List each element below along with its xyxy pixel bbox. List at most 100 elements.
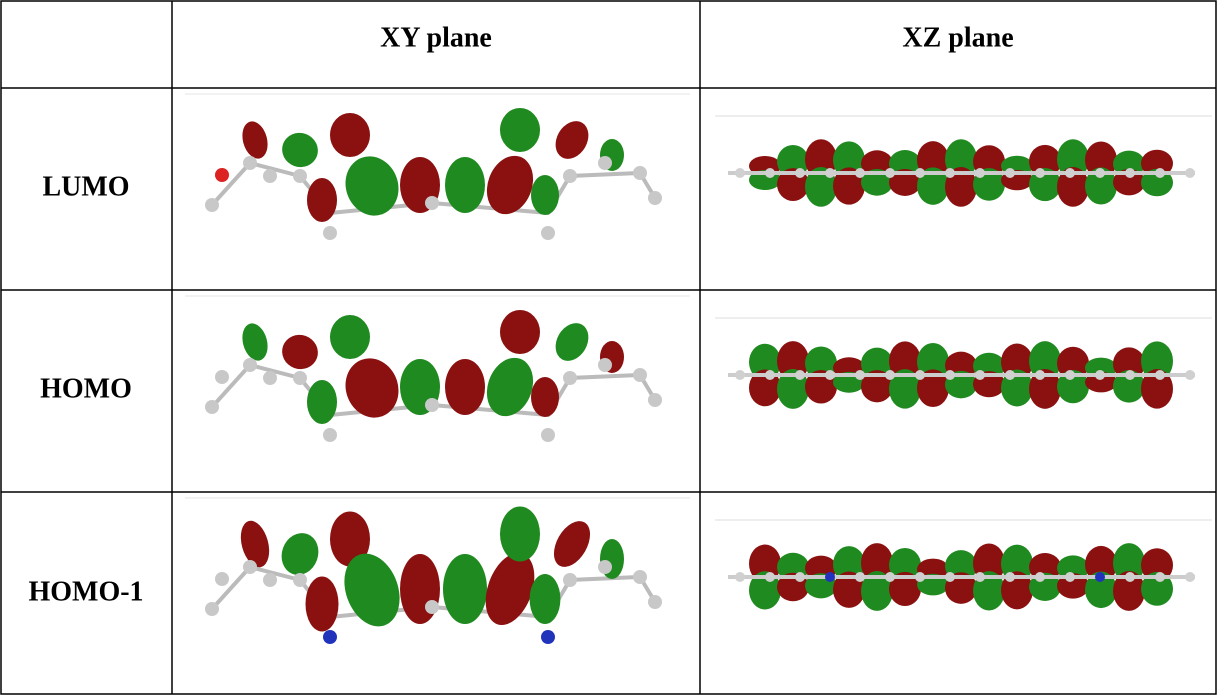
orbital-lobe — [242, 323, 268, 361]
atom — [1125, 168, 1135, 178]
orbital-lobe — [555, 121, 589, 159]
atom — [323, 428, 337, 442]
orbital-lobe — [1057, 167, 1089, 207]
orbital-lobe — [500, 108, 540, 152]
orbital-lobe — [1113, 169, 1145, 196]
orbital-lobe — [330, 113, 370, 157]
atom — [735, 370, 745, 380]
orbital-lobe — [1057, 573, 1089, 599]
atom — [1185, 572, 1195, 582]
orbital-lobe — [1113, 150, 1145, 177]
atom — [885, 572, 895, 582]
orbital-lobe — [344, 553, 400, 627]
orbital-images — [185, 93, 1212, 644]
orbital-lobe — [1113, 543, 1145, 583]
atom — [1125, 572, 1135, 582]
orbital-lobe — [861, 543, 893, 583]
atom — [945, 168, 955, 178]
orbital-lobe — [861, 168, 893, 196]
atom — [1155, 370, 1165, 380]
column-header: XZ plane — [902, 22, 1013, 53]
atom — [1065, 572, 1075, 582]
orbital-lobe — [1057, 139, 1089, 179]
orbital-lobe — [345, 156, 399, 216]
atom — [263, 371, 277, 385]
atom — [735, 572, 745, 582]
atom — [855, 168, 865, 178]
orbital-lobe — [500, 310, 540, 354]
atom — [915, 370, 925, 380]
atom — [795, 370, 805, 380]
atom — [975, 168, 985, 178]
atom — [855, 370, 865, 380]
atom — [425, 398, 439, 412]
orbital-lobe — [861, 347, 893, 380]
atom — [205, 198, 219, 212]
orbital-lobe — [1085, 141, 1117, 179]
atom — [795, 572, 805, 582]
orbital-lobe — [861, 150, 893, 178]
orbital-lobe — [889, 341, 921, 381]
atom — [1155, 572, 1165, 582]
atom — [1185, 370, 1195, 380]
orbital-lobe — [889, 369, 921, 409]
atom — [1185, 168, 1195, 178]
orbital-lobe — [1113, 571, 1145, 611]
orbital-lobe — [1057, 346, 1089, 380]
atom — [648, 595, 662, 609]
atom — [975, 572, 985, 582]
orbital-lobe — [485, 552, 535, 626]
orbital-lobe — [1141, 548, 1173, 583]
orbital-lobe — [861, 571, 893, 611]
orbital-lobe — [917, 558, 949, 581]
atom — [1095, 168, 1105, 178]
atom — [633, 570, 647, 584]
orbital-lobe — [445, 359, 485, 415]
orbital-lobe — [531, 377, 559, 417]
atom — [648, 393, 662, 407]
atom — [885, 168, 895, 178]
orbital-lobe — [281, 533, 319, 575]
atom — [1095, 370, 1105, 380]
orbital-lobe — [1057, 370, 1089, 404]
column-header: XY plane — [380, 22, 492, 53]
orbital-lobe — [1085, 167, 1117, 205]
orbital-lobe — [917, 167, 949, 205]
orbital-lobe — [1141, 369, 1173, 409]
atom — [323, 226, 337, 240]
orbital-lobe — [1057, 555, 1089, 581]
orbital-lobe — [529, 574, 561, 624]
atom — [563, 573, 577, 587]
orbital-lobe — [889, 548, 921, 583]
orbital-lobe — [445, 157, 485, 213]
orbital-lobe — [330, 511, 370, 567]
atom — [205, 602, 219, 616]
orbital-lobe — [1113, 347, 1145, 380]
atom — [945, 370, 955, 380]
atom — [541, 226, 555, 240]
atom — [825, 168, 835, 178]
atom — [215, 572, 229, 586]
atom — [915, 168, 925, 178]
atom — [425, 600, 439, 614]
atom — [945, 572, 955, 582]
atom — [1095, 572, 1105, 582]
atom — [915, 572, 925, 582]
orbital-lobe — [531, 175, 559, 215]
atom — [1005, 572, 1015, 582]
atom — [563, 169, 577, 183]
orbital-lobe — [1085, 545, 1117, 583]
orbital-lobe — [889, 168, 921, 196]
orbital-lobe — [553, 521, 591, 567]
atom — [323, 630, 337, 644]
orbital-lobe — [307, 380, 337, 424]
orbital-lobe — [917, 342, 949, 381]
orbital-lobe — [443, 554, 487, 624]
atom — [598, 156, 612, 170]
atom — [1005, 168, 1015, 178]
row-label: HOMO — [40, 373, 132, 404]
orbital-lobe — [1141, 149, 1173, 178]
